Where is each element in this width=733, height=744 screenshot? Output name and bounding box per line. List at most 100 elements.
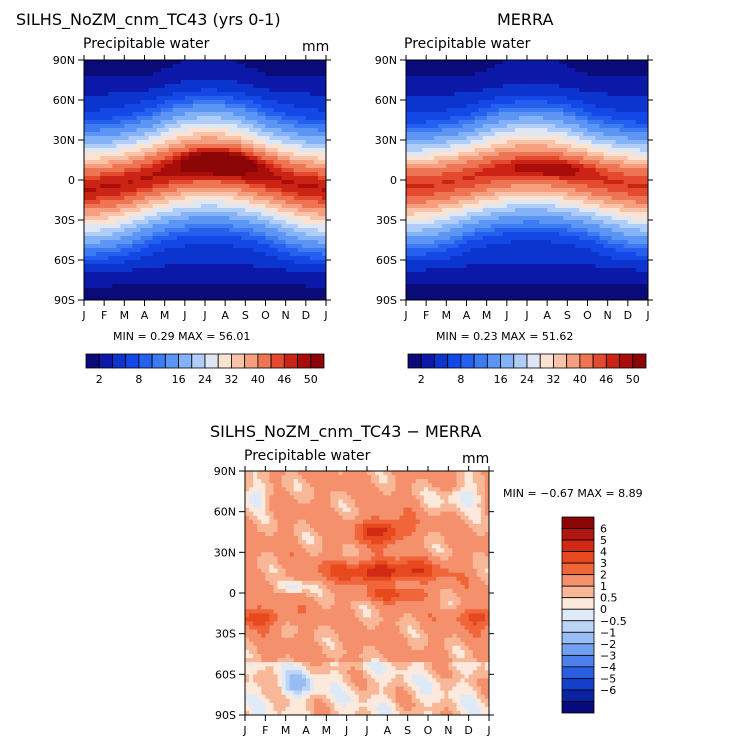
field-cell xyxy=(168,276,174,281)
field-cell xyxy=(188,228,194,233)
field-cell xyxy=(635,120,641,125)
field-cell xyxy=(180,236,186,241)
field-cell xyxy=(116,200,121,205)
field-cell xyxy=(217,148,222,153)
field-cell xyxy=(209,264,214,269)
field-cell xyxy=(543,88,548,93)
field-cell xyxy=(285,160,291,165)
field-cell xyxy=(450,60,455,65)
field-cell xyxy=(108,216,113,221)
field-cell xyxy=(213,140,218,145)
field-cell xyxy=(567,80,572,85)
field-cell xyxy=(289,196,295,201)
field-cell xyxy=(442,140,447,145)
field-cell xyxy=(160,208,166,213)
field-cell xyxy=(531,88,536,93)
field-cell xyxy=(293,164,299,169)
field-cell xyxy=(152,224,158,229)
field-cell xyxy=(229,100,234,105)
field-cell xyxy=(522,64,528,69)
field-cell xyxy=(506,72,512,77)
field-cell xyxy=(289,188,295,193)
field-cell xyxy=(567,116,572,121)
field-cell xyxy=(217,184,222,189)
field-cell xyxy=(156,240,162,245)
field-cell xyxy=(289,136,295,141)
field-cell xyxy=(245,196,250,201)
field-cell xyxy=(104,76,109,81)
field-cell xyxy=(148,144,154,149)
field-cell xyxy=(136,204,142,209)
field-cell xyxy=(249,248,254,253)
field-cell xyxy=(249,284,254,289)
field-cell xyxy=(422,124,427,129)
field-cell xyxy=(281,64,287,69)
field-cell xyxy=(233,80,238,85)
field-cell xyxy=(595,60,601,65)
field-cell xyxy=(184,124,190,129)
field-cell xyxy=(196,124,202,129)
field-cell xyxy=(410,92,415,97)
field-cell xyxy=(305,104,311,109)
field-cell xyxy=(301,276,307,281)
field-cell xyxy=(245,236,250,241)
field-cell xyxy=(575,76,581,81)
field-cell xyxy=(152,68,158,73)
field-cell xyxy=(176,160,182,165)
field-cell xyxy=(527,112,532,117)
field-cell xyxy=(225,284,230,289)
field-cell xyxy=(253,248,259,253)
field-cell xyxy=(321,88,326,93)
field-cell xyxy=(92,284,97,289)
field-cell xyxy=(172,172,178,177)
field-cell xyxy=(237,260,242,265)
field-cell xyxy=(494,140,500,145)
field-cell xyxy=(233,116,238,121)
field-cell xyxy=(184,216,190,221)
field-cell xyxy=(309,200,315,205)
field-cell xyxy=(124,156,129,161)
field-cell xyxy=(92,88,97,93)
field-cell xyxy=(160,124,166,129)
field-cell xyxy=(285,140,291,145)
field-cell xyxy=(84,72,89,77)
field-cell xyxy=(176,88,182,93)
field-cell xyxy=(184,132,190,137)
field-cell xyxy=(261,204,267,209)
field-cell xyxy=(92,84,97,89)
field-cell xyxy=(132,184,138,189)
field-cell xyxy=(518,124,524,129)
field-cell xyxy=(494,144,500,149)
field-cell xyxy=(567,136,572,141)
field-cell xyxy=(188,272,194,277)
field-cell xyxy=(293,168,299,173)
field-cell xyxy=(297,184,303,189)
field-cell xyxy=(136,100,142,105)
field-cell xyxy=(245,252,250,257)
field-cell xyxy=(124,72,129,77)
field-cell xyxy=(217,116,222,121)
field-cell xyxy=(132,244,138,249)
field-cell xyxy=(599,84,605,89)
field-cell xyxy=(192,144,198,149)
field-cell xyxy=(309,188,315,193)
field-cell xyxy=(543,136,548,141)
field-cell xyxy=(498,124,504,129)
field-cell xyxy=(205,152,210,157)
field-cell xyxy=(631,108,637,113)
field-cell xyxy=(156,232,162,237)
field-cell xyxy=(434,120,439,125)
field-cell xyxy=(289,104,295,109)
field-cell xyxy=(478,84,484,89)
field-cell xyxy=(120,224,125,229)
field-cell xyxy=(112,112,117,117)
field-cell xyxy=(635,100,641,105)
field-cell xyxy=(184,68,190,73)
field-cell xyxy=(643,140,648,145)
field-cell xyxy=(261,236,267,241)
field-cell xyxy=(229,288,234,293)
field-cell xyxy=(265,92,271,97)
field-cell xyxy=(205,184,210,189)
field-cell xyxy=(321,152,326,157)
field-cell xyxy=(116,112,121,117)
